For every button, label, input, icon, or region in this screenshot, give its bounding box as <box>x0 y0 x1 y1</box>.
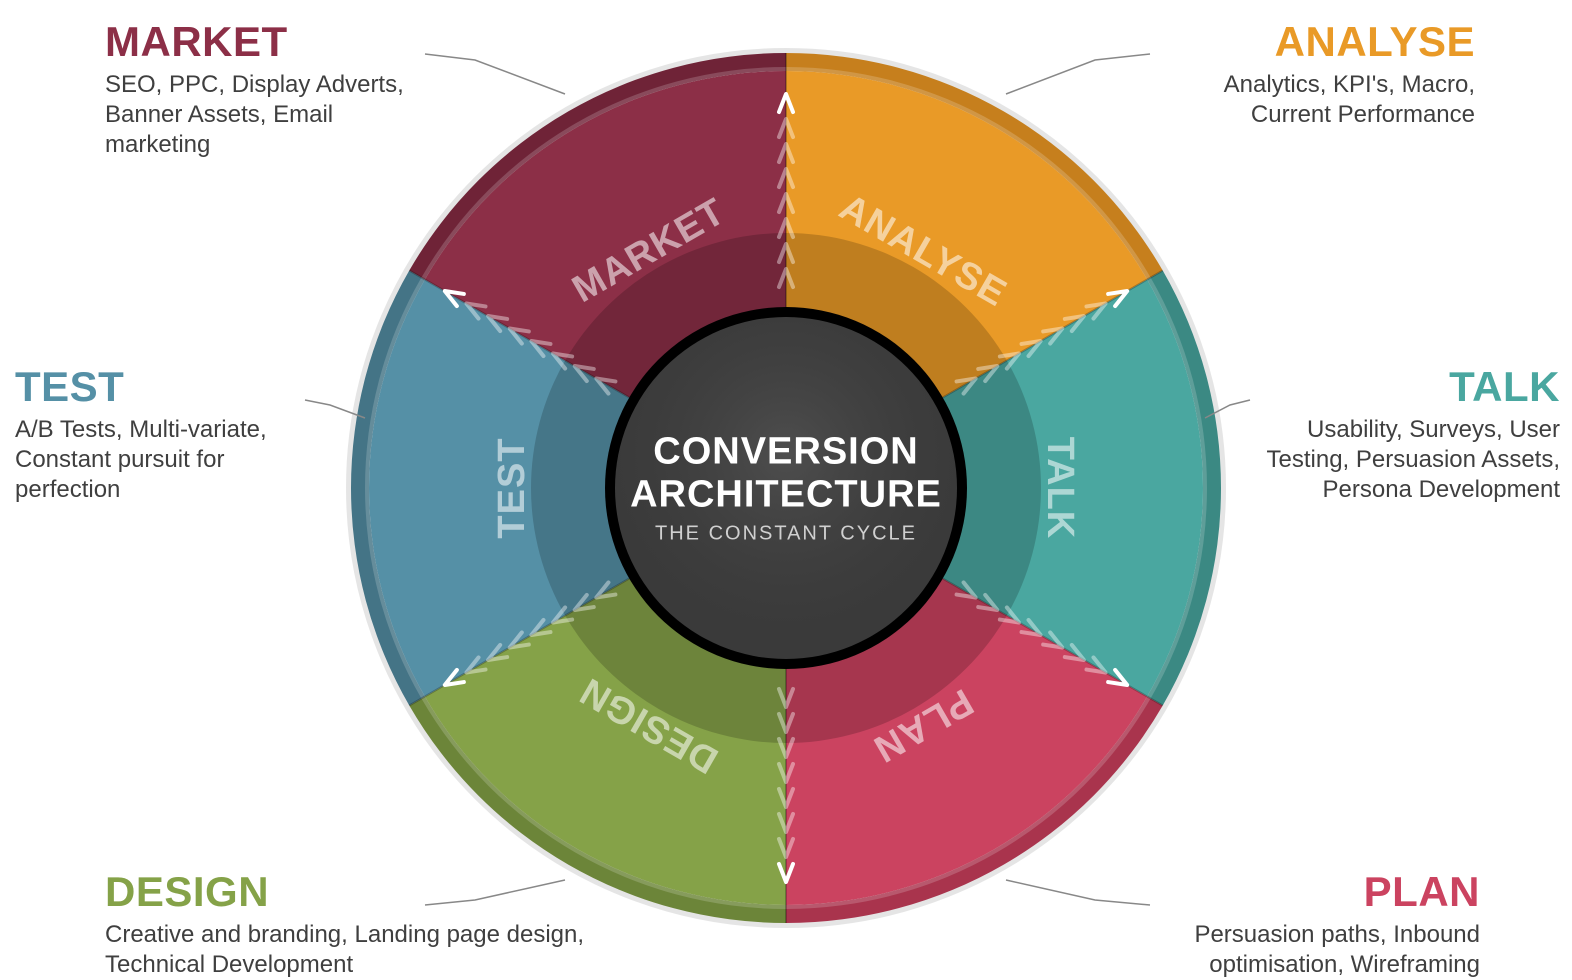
callout-test: TEST A/B Tests, Multi-variate, Constant p… <box>15 365 315 505</box>
center-title-line1: CONVERSION <box>630 430 942 473</box>
callout-plan: PLAN Persuasion paths, Inbound optimisati… <box>1080 870 1480 980</box>
segment-label-talk: TALK <box>1039 436 1081 539</box>
center-hub: CONVERSION ARCHITECTURE THE CONSTANT CYC… <box>630 430 942 545</box>
conversion-architecture-diagram: ANALYSE TALK PLAN DESIGN TEST MARKET CONVERSI… <box>0 0 1572 975</box>
callout-desc-talk: Usability, Surveys, User Testing, Persua… <box>1250 415 1560 505</box>
callout-desc-plan: Persuasion paths, Inbound optimisation, … <box>1080 920 1480 980</box>
callout-title-talk: TALK <box>1250 365 1560 409</box>
segment-label-test: TEST <box>491 437 533 538</box>
callout-title-analyse: ANALYSE <box>1155 20 1475 64</box>
callout-title-test: TEST <box>15 365 315 409</box>
callout-title-market: MARKET <box>105 20 425 64</box>
center-title-line2: ARCHITECTURE <box>630 473 942 516</box>
callout-desc-market: SEO, PPC, Display Adverts, Banner Assets… <box>105 70 425 160</box>
callout-title-plan: PLAN <box>1080 870 1480 914</box>
callout-market: MARKET SEO, PPC, Display Adverts, Banner … <box>105 20 425 160</box>
callout-talk: TALK Usability, Surveys, User Testing, Pe… <box>1250 365 1560 505</box>
center-subtitle: THE CONSTANT CYCLE <box>630 522 942 545</box>
callout-desc-test: A/B Tests, Multi-variate, Constant pursu… <box>15 415 315 505</box>
callout-title-design: DESIGN <box>105 870 585 914</box>
callout-desc-design: Creative and branding, Landing page desi… <box>105 920 585 980</box>
callout-analyse: ANALYSE Analytics, KPI's, Macro, Current … <box>1155 20 1475 130</box>
callout-desc-analyse: Analytics, KPI's, Macro, Current Perform… <box>1155 70 1475 130</box>
callout-design: DESIGN Creative and branding, Landing pag… <box>105 870 585 980</box>
